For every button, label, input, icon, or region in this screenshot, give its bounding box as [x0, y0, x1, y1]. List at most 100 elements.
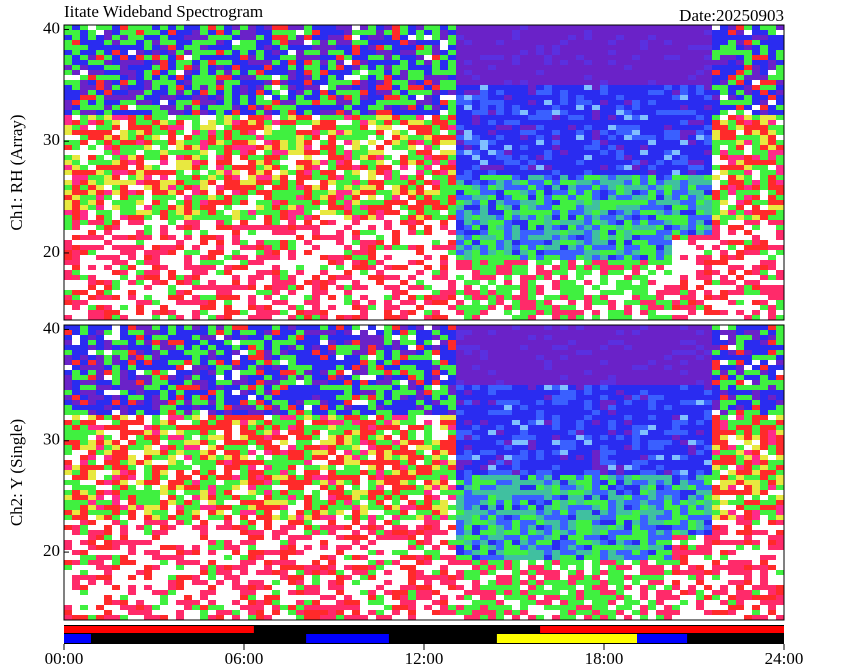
- spectrogram-cell: [432, 200, 440, 205]
- spectrogram-cell: [64, 65, 72, 70]
- spectrogram-cell: [200, 40, 208, 45]
- spectrogram-cell: [608, 150, 616, 155]
- spectrogram-cell: [184, 75, 192, 80]
- spectrogram-cell: [504, 75, 512, 80]
- spectrogram-cell: [240, 65, 248, 70]
- spectrogram-cell: [488, 270, 496, 275]
- spectrogram-cell: [336, 215, 344, 220]
- spectrogram-cell: [712, 175, 720, 180]
- spectrogram-cell: [680, 285, 688, 290]
- spectrogram-cell: [456, 295, 464, 300]
- spectrogram-cell: [736, 180, 744, 185]
- spectrogram-cell: [144, 115, 152, 120]
- spectrogram-cell: [80, 75, 88, 80]
- spectrogram-cell: [768, 85, 776, 90]
- spectrogram-cell: [376, 230, 384, 235]
- spectrogram-cell: [80, 260, 88, 265]
- spectrogram-cell: [232, 300, 240, 305]
- spectrogram-cell: [432, 105, 440, 110]
- spectrogram-cell: [656, 90, 664, 95]
- spectrogram-cell: [384, 255, 392, 260]
- spectrogram-cell: [80, 285, 88, 290]
- spectrogram-cell: [232, 140, 240, 145]
- spectrogram-cell: [184, 290, 192, 295]
- spectrogram-cell: [432, 30, 440, 35]
- spectrogram-cell: [600, 95, 608, 100]
- spectrogram-cell: [120, 195, 128, 200]
- spectrogram-cell: [224, 65, 232, 70]
- spectrogram-cell: [656, 220, 664, 225]
- spectrogram-cell: [288, 165, 296, 170]
- spectrogram-cell: [456, 270, 464, 275]
- spectrogram-cell: [576, 210, 584, 215]
- spectrogram-cell: [704, 40, 712, 45]
- spectrogram-cell: [216, 170, 224, 175]
- spectrogram-cell: [144, 105, 152, 110]
- spectrogram-cell: [424, 180, 432, 185]
- spectrogram-cell: [168, 215, 176, 220]
- spectrogram-cell: [480, 295, 488, 300]
- spectrogram-cell: [288, 125, 296, 130]
- spectrogram-cell: [144, 205, 152, 210]
- spectrogram-cell: [200, 295, 208, 300]
- spectrogram-cell: [128, 260, 136, 265]
- spectrogram-cell: [736, 130, 744, 135]
- spectrogram-cell: [432, 240, 440, 245]
- spectrogram-cell: [728, 190, 736, 195]
- spectrogram-cell: [704, 140, 712, 145]
- spectrogram-cell: [552, 60, 560, 65]
- spectrogram-cell: [120, 80, 128, 85]
- spectrogram-cell: [192, 300, 200, 305]
- spectrogram-cell: [680, 35, 688, 40]
- spectrogram-cell: [704, 80, 712, 85]
- spectrogram-cell: [736, 115, 744, 120]
- spectrogram-cell: [680, 220, 688, 225]
- spectrogram-cell: [640, 110, 648, 115]
- spectrogram-cell: [480, 150, 488, 155]
- spectrogram-cell: [656, 270, 664, 275]
- spectrogram-cell: [576, 295, 584, 300]
- spectrogram-cell: [768, 190, 776, 195]
- spectrogram-cell: [728, 35, 736, 40]
- spectrogram-cell: [136, 255, 144, 260]
- spectrogram-cell: [336, 80, 344, 85]
- spectrogram-cell: [360, 25, 368, 30]
- spectrogram-cell: [584, 135, 592, 140]
- spectrogram-cell: [176, 280, 184, 285]
- spectrogram-cell: [680, 295, 688, 300]
- spectrogram-cell: [584, 100, 592, 105]
- spectrogram-cell: [344, 220, 352, 225]
- spectrogram-cell: [552, 200, 560, 205]
- spectrogram-cell: [160, 260, 168, 265]
- spectrogram-cell: [560, 85, 568, 90]
- spectrogram-cell: [408, 105, 416, 110]
- spectrogram-cell: [536, 80, 544, 85]
- spectrogram-cell: [88, 255, 96, 260]
- spectrogram-cell: [768, 110, 776, 115]
- spectrogram-cell: [688, 240, 696, 245]
- spectrogram-cell: [104, 155, 112, 160]
- spectrogram-cell: [512, 290, 520, 295]
- spectrogram-cell: [224, 295, 232, 300]
- spectrogram-cell: [656, 235, 664, 240]
- spectrogram-cell: [152, 275, 160, 280]
- spectrogram-cell: [616, 285, 624, 290]
- spectrogram-cell: [768, 90, 776, 95]
- spectrogram-cell: [312, 80, 320, 85]
- spectrogram-cell: [672, 100, 680, 105]
- spectrogram-cell: [568, 95, 576, 100]
- spectrogram-cell: [632, 55, 640, 60]
- spectrogram-cell: [512, 105, 520, 110]
- spectrogram-cell: [560, 265, 568, 270]
- spectrogram-cell: [304, 135, 312, 140]
- spectrogram-cell: [224, 100, 232, 105]
- spectrogram-cell: [768, 175, 776, 180]
- spectrogram-cell: [336, 115, 344, 120]
- spectrogram-cell: [216, 185, 224, 190]
- spectrogram-cell: [112, 205, 120, 210]
- spectrogram-cell: [232, 210, 240, 215]
- spectrogram-cell: [608, 160, 616, 165]
- spectrogram-cell: [352, 220, 360, 225]
- spectrogram-cell: [72, 185, 80, 190]
- spectrogram-cell: [360, 170, 368, 175]
